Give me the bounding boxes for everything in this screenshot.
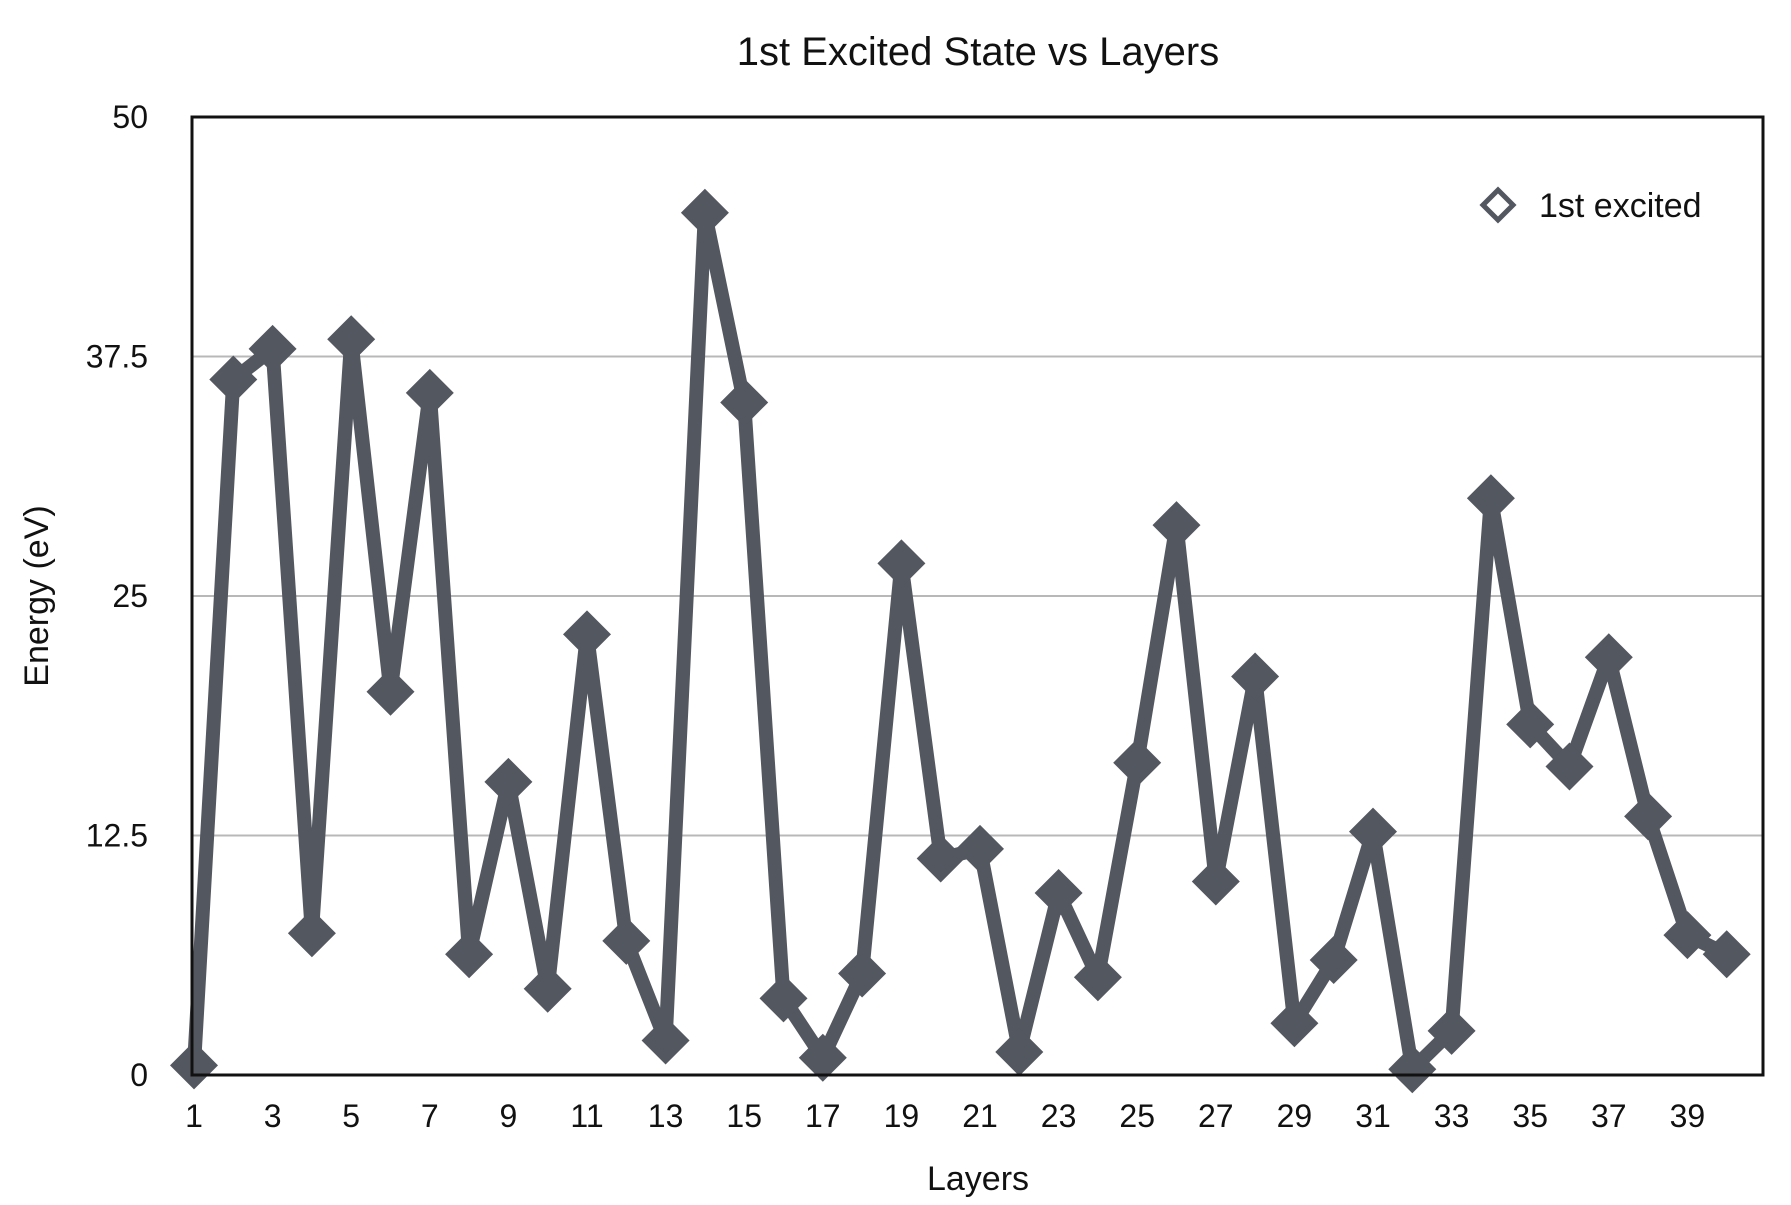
x-tick-label: 37 [1591,1098,1627,1134]
y-tick-labels: 0 12.5 25 37.5 50 [86,99,148,1093]
data-point [1113,738,1162,787]
series-line [187,205,1730,1077]
x-tick-label: 31 [1355,1098,1391,1134]
legend: 1st excited [1479,186,1702,225]
x-tick-label: 23 [1041,1098,1077,1134]
data-point [1034,868,1083,917]
data-point [916,834,965,883]
data-point [366,667,415,716]
x-tick-labels: 1 3 5 7 9 11 13 15 17 19 21 23 25 27 29 31 33 35 37 39 [185,1098,1705,1134]
y-tick-label: 0 [130,1057,148,1093]
data-point [170,1041,218,1090]
data-point [1466,474,1515,523]
data-point [838,949,887,998]
x-tick-label: 5 [342,1098,360,1134]
x-tick-label: 35 [1512,1098,1548,1134]
data-point [877,539,926,588]
x-tick-label: 19 [884,1098,920,1134]
data-point [1506,700,1555,749]
data-point [1349,807,1397,856]
plot-frame [190,115,1765,1077]
x-axis-label: Layers [927,1160,1029,1198]
data-point [1427,1006,1476,1055]
legend-label: 1st excited [1539,187,1702,225]
x-tick-label: 25 [1119,1098,1155,1134]
x-tick-label: 27 [1198,1098,1234,1134]
x-tick-label: 39 [1670,1098,1706,1134]
data-point [1309,936,1358,985]
data-point [1624,792,1673,841]
data-point [1073,953,1122,1002]
x-tick-label: 29 [1277,1098,1313,1134]
y-tick-label: 25 [112,578,148,614]
data-point [1191,857,1240,906]
data-series-layer [170,188,1751,1094]
x-tick-label: 7 [421,1098,439,1134]
x-tick-label: 11 [570,1098,603,1134]
chart-title: 1st Excited State vs Layers [737,30,1219,74]
x-tick-label: 9 [500,1098,518,1134]
x-tick-label: 1 [185,1098,203,1134]
y-tick-label: 50 [112,99,148,135]
data-point [641,1016,690,1065]
y-tick-label: 12.5 [86,818,148,854]
data-point [680,188,729,237]
data-point [248,324,297,373]
x-tick-label: 13 [648,1098,684,1134]
data-point [956,824,1004,873]
data-point [1270,999,1319,1048]
y-axis-label: Energy (eV) [18,505,56,686]
data-point [1231,652,1280,701]
data-point [209,355,258,404]
data-point [327,315,376,364]
data-point [1663,911,1712,960]
data-point [602,916,651,965]
data-point [1388,1045,1437,1094]
x-tick-label: 15 [726,1098,762,1134]
legend-diamond-icon [1479,186,1517,224]
x-tick-label: 3 [264,1098,282,1134]
x-tick-label: 33 [1434,1098,1470,1134]
data-point [563,610,611,659]
data-point [523,964,572,1013]
x-tick-label: 21 [962,1098,998,1134]
data-point [287,909,336,958]
data-point [995,1028,1044,1077]
data-point [445,930,494,979]
data-point [720,378,769,427]
y-tick-label: 37.5 [86,339,148,375]
data-point [759,974,808,1023]
x-tick-label: 17 [805,1098,841,1134]
data-point [1702,930,1751,979]
data-point [1584,633,1633,682]
data-point [484,757,533,806]
data-point [798,1033,847,1082]
data-point [1545,742,1594,791]
data-point [1152,501,1201,550]
data-point [405,368,454,417]
